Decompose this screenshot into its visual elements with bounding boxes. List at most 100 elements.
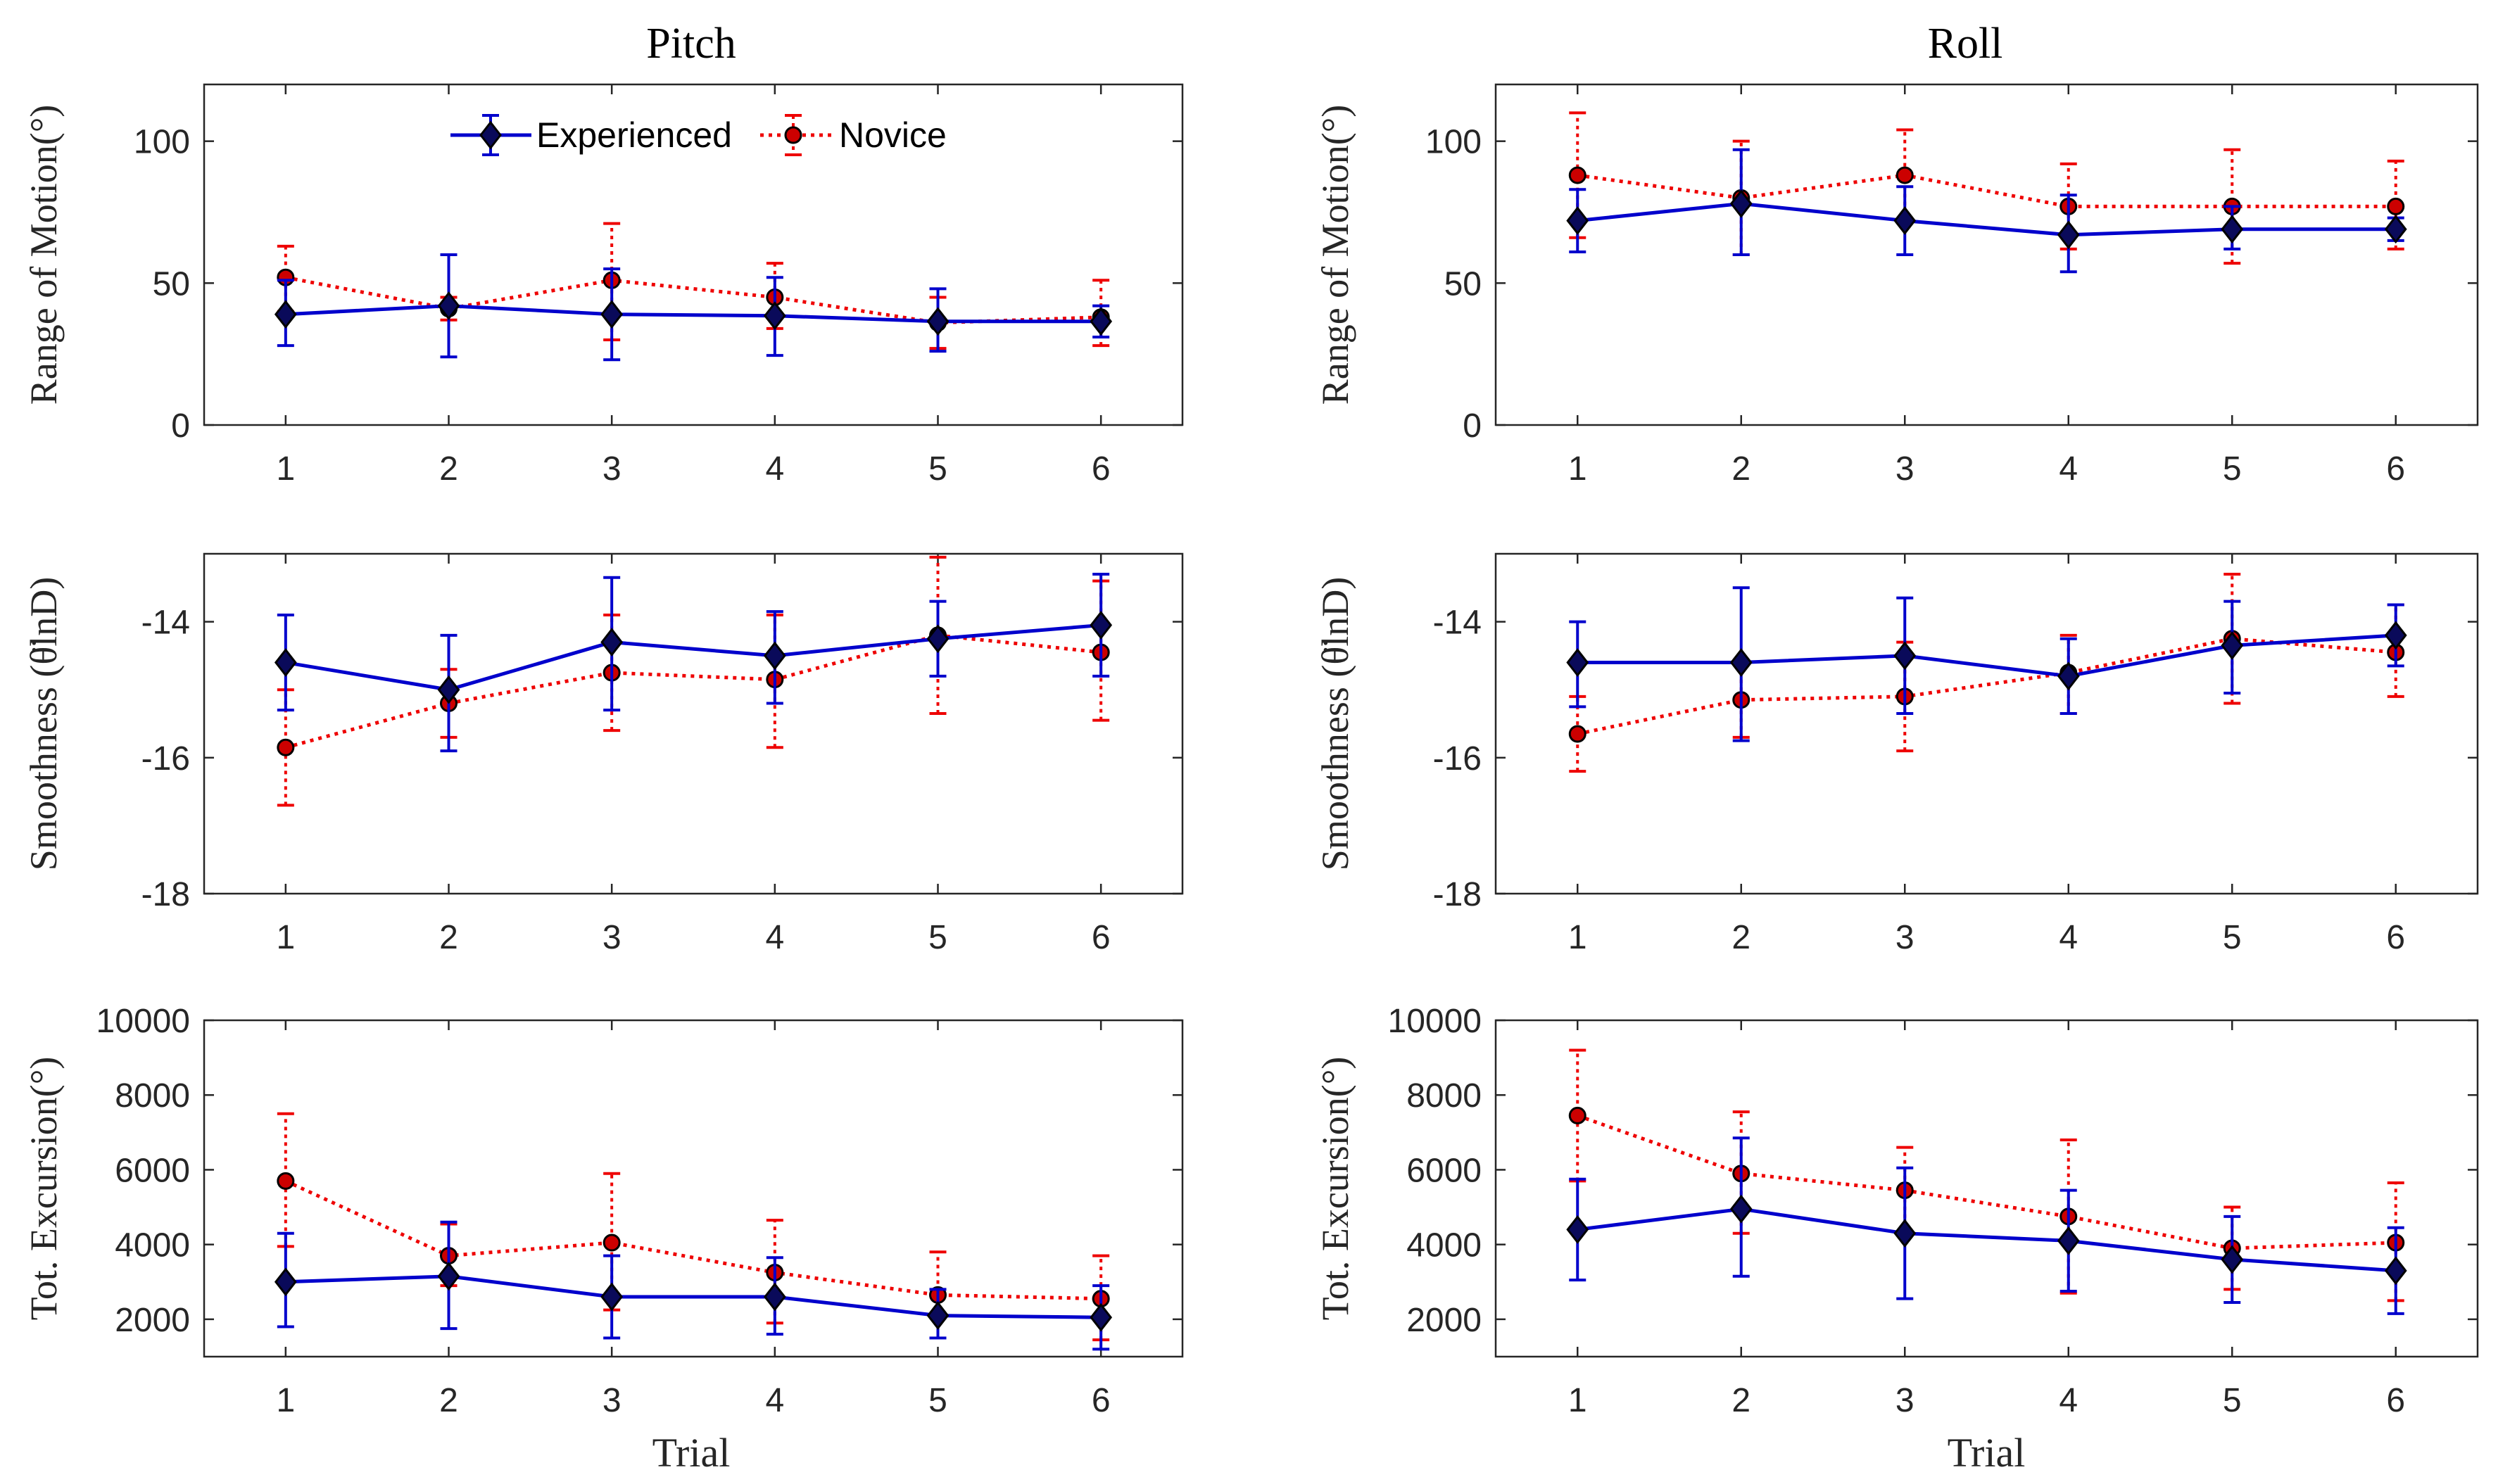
pitch-rom-y-tick-label: 0 <box>171 407 190 445</box>
roll-exc-experienced-point <box>1893 1219 1917 1248</box>
roll-rom-experienced-point <box>2384 215 2407 244</box>
roll-smooth-experienced-point <box>1566 648 1589 678</box>
roll-smooth-x-tick-label: 4 <box>2059 919 2078 956</box>
roll-exc-y-tick-label: 6000 <box>1406 1152 1482 1189</box>
pitch-smooth-x-tick-label: 3 <box>603 919 622 956</box>
pitch-rom-y-axis-label: Range of Motion(°) <box>23 105 65 405</box>
roll-rom-x-tick-label: 2 <box>1731 450 1751 488</box>
pitch-exc-x-tick-label: 5 <box>928 1382 947 1419</box>
pitch-exc-experienced-point <box>1090 1302 1113 1332</box>
roll-rom-novice-point <box>2387 197 2405 215</box>
pitch-smooth-y-tick-label: -16 <box>141 740 190 778</box>
roll-rom-x-tick-label: 6 <box>2386 450 2405 488</box>
roll-rom-y-tick-label: 50 <box>1444 265 1482 303</box>
roll-rom-y-tick-label: 0 <box>1463 407 1482 445</box>
pitch-exc-x-tick-label: 6 <box>1092 1382 1111 1419</box>
pitch-exc-experienced-point <box>437 1262 460 1291</box>
pitch-exc-novice-point <box>277 1172 295 1190</box>
roll-smoothness-panel: -18 -16 -14 1 2 3 4 5 6 Smoothness (θ̈lnD) <box>1314 552 2479 956</box>
pitch-exc-experienced-point <box>926 1301 950 1331</box>
roll-exc-y-tick-label: 8000 <box>1406 1077 1482 1115</box>
pitch-exc-experienced-point <box>274 1267 297 1297</box>
pitch-smoothness-panel: -18 -16 -14 1 2 3 4 5 6 Smoothness (θ̈lnD) <box>23 552 1184 956</box>
roll-exc-experienced-point <box>1729 1194 1753 1224</box>
roll-rom-novice-point <box>1895 166 1914 184</box>
pitch-rom-x-tick-label: 2 <box>439 450 458 488</box>
pitch-rom-experienced-point <box>1090 307 1113 336</box>
pitch-rom-y-tick-label: 100 <box>134 124 190 161</box>
pitch-exc-y-tick-label: 6000 <box>115 1152 190 1189</box>
roll-smooth-x-tick-label: 6 <box>2386 919 2405 956</box>
pitch-exc-x-tick-label: 1 <box>276 1382 295 1419</box>
pitch-smooth-novice-series-line <box>285 633 1102 749</box>
roll-exc-experienced-point <box>1566 1215 1589 1244</box>
roll-smooth-experienced-point <box>1893 641 1917 671</box>
pitch-x-axis-label: Trial <box>652 1430 731 1476</box>
roll-rom-x-tick-label: 1 <box>1568 450 1587 488</box>
pitch-rom-x-tick-label: 6 <box>1092 450 1111 488</box>
pitch-rom-x-tick-label: 3 <box>603 450 622 488</box>
pitch-rom-experienced-series-line <box>285 304 1102 324</box>
legend-experienced-label: Experienced <box>536 115 732 155</box>
legend-novice-marker <box>784 126 802 144</box>
pitch-exc-experienced-series-line <box>285 1274 1102 1319</box>
roll-smooth-experienced-point <box>2384 621 2407 650</box>
roll-exc-novice-series-line <box>1577 1114 2396 1250</box>
pitch-rom-x-tick-label: 4 <box>765 450 784 488</box>
roll-exc-x-tick-label: 6 <box>2386 1382 2405 1419</box>
pitch-smooth-y-tick-label: -18 <box>141 876 190 913</box>
pitch-exc-experienced-point <box>763 1282 786 1312</box>
pitch-smooth-experienced-point <box>926 624 950 654</box>
roll-smooth-novice-series-line <box>1577 637 2396 736</box>
pitch-exc-y-axis-label: Tot. Excursion(°) <box>23 1057 65 1321</box>
legend-novice-label: Novice <box>839 115 947 155</box>
roll-smooth-y-tick-label: -14 <box>1433 604 1482 642</box>
roll-exc-x-tick-label: 2 <box>1731 1382 1751 1419</box>
roll-total-excursion-panel: 2000 4000 6000 8000 10000 1 2 3 4 5 6 Tot. Excursio… <box>1314 1003 2479 1419</box>
pitch-smooth-x-tick-label: 5 <box>928 919 947 956</box>
pitch-exc-novice-series-line <box>284 1179 1102 1301</box>
pitch-exc-y-tick-label: 2000 <box>115 1302 190 1339</box>
pitch-exc-experienced-point <box>600 1282 624 1312</box>
roll-smooth-axes-box <box>1494 552 2479 895</box>
pitch-rom-x-tick-label: 1 <box>276 450 295 488</box>
roll-rom-x-tick-label: 5 <box>2223 450 2242 488</box>
roll-exc-y-tick-label: 10000 <box>1388 1003 1482 1040</box>
pitch-smooth-experienced-series-line <box>285 623 1102 692</box>
pitch-smooth-experienced-point <box>600 628 624 657</box>
legend: Experienced Novice <box>450 114 947 156</box>
pitch-smooth-y-axis-label: Smoothness (θ̈lnD) <box>23 577 65 870</box>
roll-rom-experienced-point <box>1893 206 1917 236</box>
roll-rom-experienced-point <box>2057 220 2080 250</box>
roll-smooth-x-tick-label: 2 <box>1731 919 1751 956</box>
pitch-column-title: Pitch <box>646 20 736 68</box>
pitch-exc-x-tick-label: 4 <box>765 1382 784 1419</box>
roll-rom-x-tick-label: 4 <box>2059 450 2078 488</box>
pitch-range-of-motion-panel: 0 50 100 1 2 3 4 5 6 Range of Motion(°) <box>23 83 1184 488</box>
legend-experienced-marker <box>479 120 502 150</box>
roll-exc-y-axis-label: Tot. Excursion(°) <box>1314 1057 1356 1321</box>
roll-rom-novice-series-line <box>1577 173 2396 208</box>
roll-rom-experienced-series-line <box>1577 201 2396 237</box>
pitch-rom-experienced-point <box>274 300 297 329</box>
pitch-exc-y-tick-label: 4000 <box>115 1227 190 1264</box>
pitch-smooth-experienced-point <box>763 641 786 671</box>
pitch-rom-experienced-point <box>437 291 460 321</box>
roll-smooth-x-tick-label: 5 <box>2223 919 2242 956</box>
roll-rom-experienced-point <box>2221 215 2244 244</box>
roll-exc-x-tick-label: 3 <box>1895 1382 1914 1419</box>
roll-smooth-experienced-point <box>2221 630 2244 660</box>
pitch-rom-experienced-point <box>600 300 624 329</box>
roll-exc-novice-point <box>1568 1106 1587 1124</box>
pitch-rom-novice-series-line <box>285 275 1102 325</box>
pitch-rom-x-tick-label: 5 <box>928 450 947 488</box>
roll-rom-experienced-point <box>1566 206 1589 236</box>
roll-rom-novice-point <box>1568 166 1587 184</box>
pitch-smooth-x-tick-label: 1 <box>276 919 295 956</box>
roll-exc-y-tick-label: 2000 <box>1406 1302 1482 1339</box>
roll-exc-x-tick-label: 4 <box>2059 1382 2078 1419</box>
roll-range-of-motion-panel: 0 50 100 1 2 3 4 5 6 Range of Motion(°) <box>1314 83 2479 488</box>
pitch-exc-x-tick-label: 2 <box>439 1382 458 1419</box>
